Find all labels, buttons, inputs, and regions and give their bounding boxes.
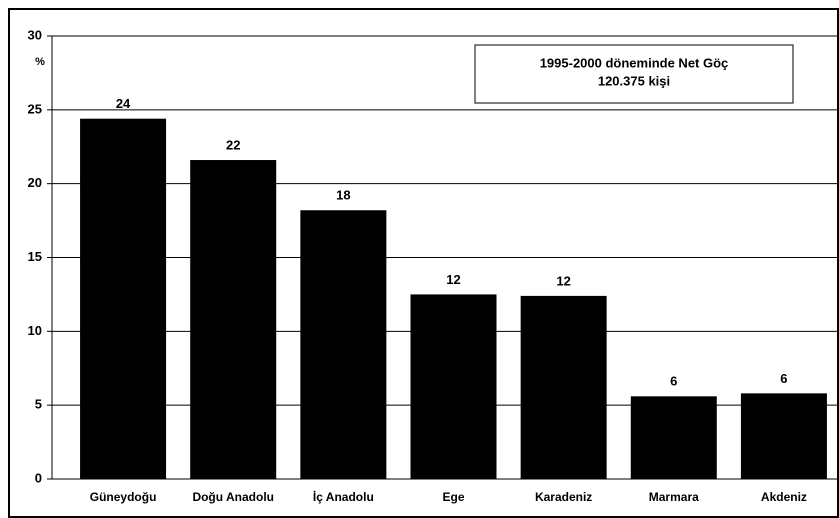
bar [80, 118, 167, 480]
x-tick-label: Doğu Anadolu [192, 490, 274, 504]
data-label: 22 [226, 137, 240, 152]
data-label: 12 [446, 272, 460, 287]
annotation-box [474, 44, 794, 104]
x-tick-label: Marmara [649, 490, 699, 504]
annotation: 1995-2000 döneminde Net Göç [540, 55, 729, 70]
bar [740, 393, 827, 479]
y-tick-label: 5 [35, 397, 42, 412]
x-tick-label: Ege [442, 490, 464, 504]
y-axis-label: % [35, 56, 45, 68]
bar [630, 396, 717, 479]
bar [300, 210, 387, 479]
data-label: 6 [780, 371, 787, 386]
x-tick-label: Karadeniz [535, 490, 592, 504]
x-tick-label: Akdeniz [761, 490, 807, 504]
x-tick-label: Güneydoğu [90, 490, 157, 504]
data-label: 18 [336, 188, 350, 203]
data-label: 6 [670, 374, 677, 389]
data-label: 24 [116, 96, 131, 111]
y-tick-label: 15 [28, 249, 42, 264]
bar [520, 295, 607, 479]
y-tick-label: 30 [28, 27, 42, 42]
y-tick-label: 10 [28, 323, 42, 338]
annotation: 120.375 kişi [598, 73, 670, 88]
bar [410, 294, 497, 479]
x-tick-label: İç Anadolu [313, 489, 374, 504]
data-label: 12 [556, 273, 570, 288]
y-tick-label: 25 [28, 101, 42, 116]
y-tick-label: 0 [35, 470, 42, 485]
bar [190, 160, 277, 480]
y-tick-label: 20 [28, 175, 42, 190]
